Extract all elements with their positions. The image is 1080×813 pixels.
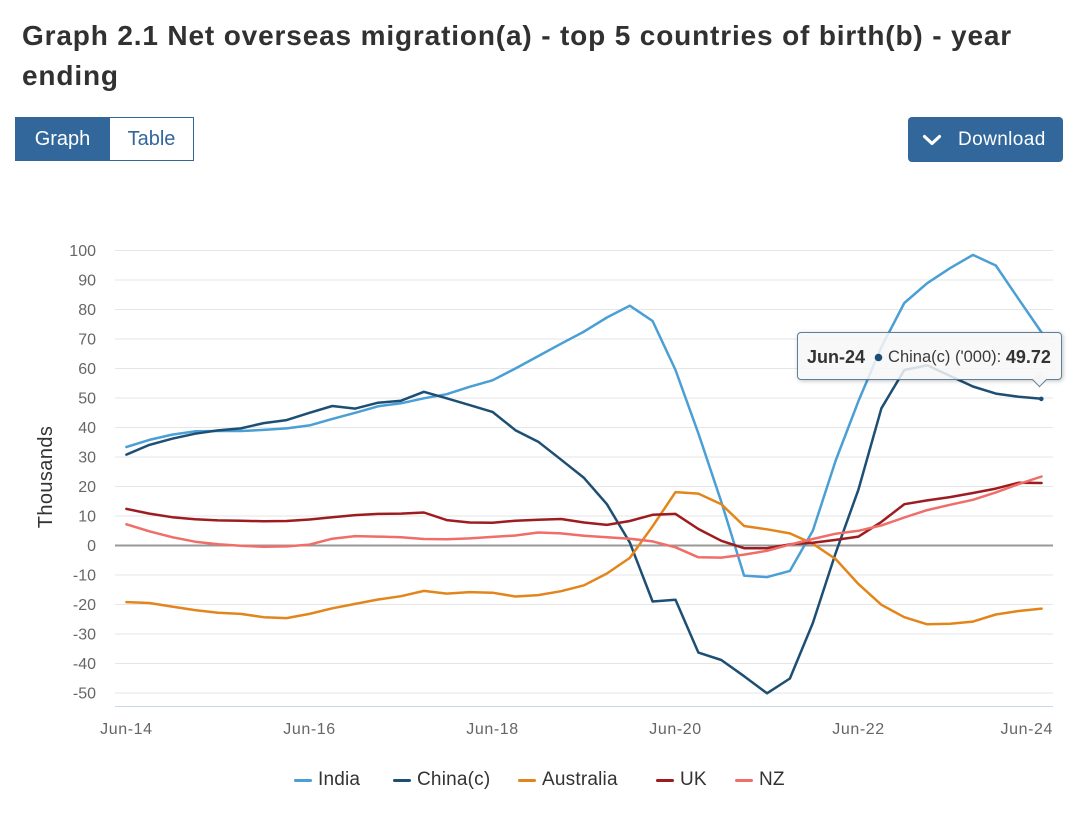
svg-text:10: 10 <box>78 509 96 526</box>
svg-text:Jun-16: Jun-16 <box>283 721 336 738</box>
svg-text:30: 30 <box>78 450 96 467</box>
svg-text:Jun-18: Jun-18 <box>466 721 519 738</box>
svg-text:90: 90 <box>78 273 96 290</box>
svg-text:-40: -40 <box>73 656 96 673</box>
svg-text:100: 100 <box>69 243 96 260</box>
svg-text:Jun-14: Jun-14 <box>100 721 153 738</box>
svg-text:0: 0 <box>87 538 96 555</box>
svg-text:-20: -20 <box>73 597 96 614</box>
svg-text:60: 60 <box>78 361 96 378</box>
svg-text:Jun-20: Jun-20 <box>649 721 702 738</box>
svg-text:20: 20 <box>78 479 96 496</box>
svg-text:-50: -50 <box>73 686 96 703</box>
svg-text:Jun-22: Jun-22 <box>832 721 885 738</box>
svg-text:80: 80 <box>78 302 96 319</box>
svg-text:Thousands: Thousands <box>35 426 57 529</box>
svg-text:70: 70 <box>78 332 96 349</box>
svg-text:-10: -10 <box>73 568 96 585</box>
svg-text:50: 50 <box>78 391 96 408</box>
svg-text:Jun-24: Jun-24 <box>1000 721 1053 738</box>
svg-text:40: 40 <box>78 420 96 437</box>
svg-text:-30: -30 <box>73 627 96 644</box>
